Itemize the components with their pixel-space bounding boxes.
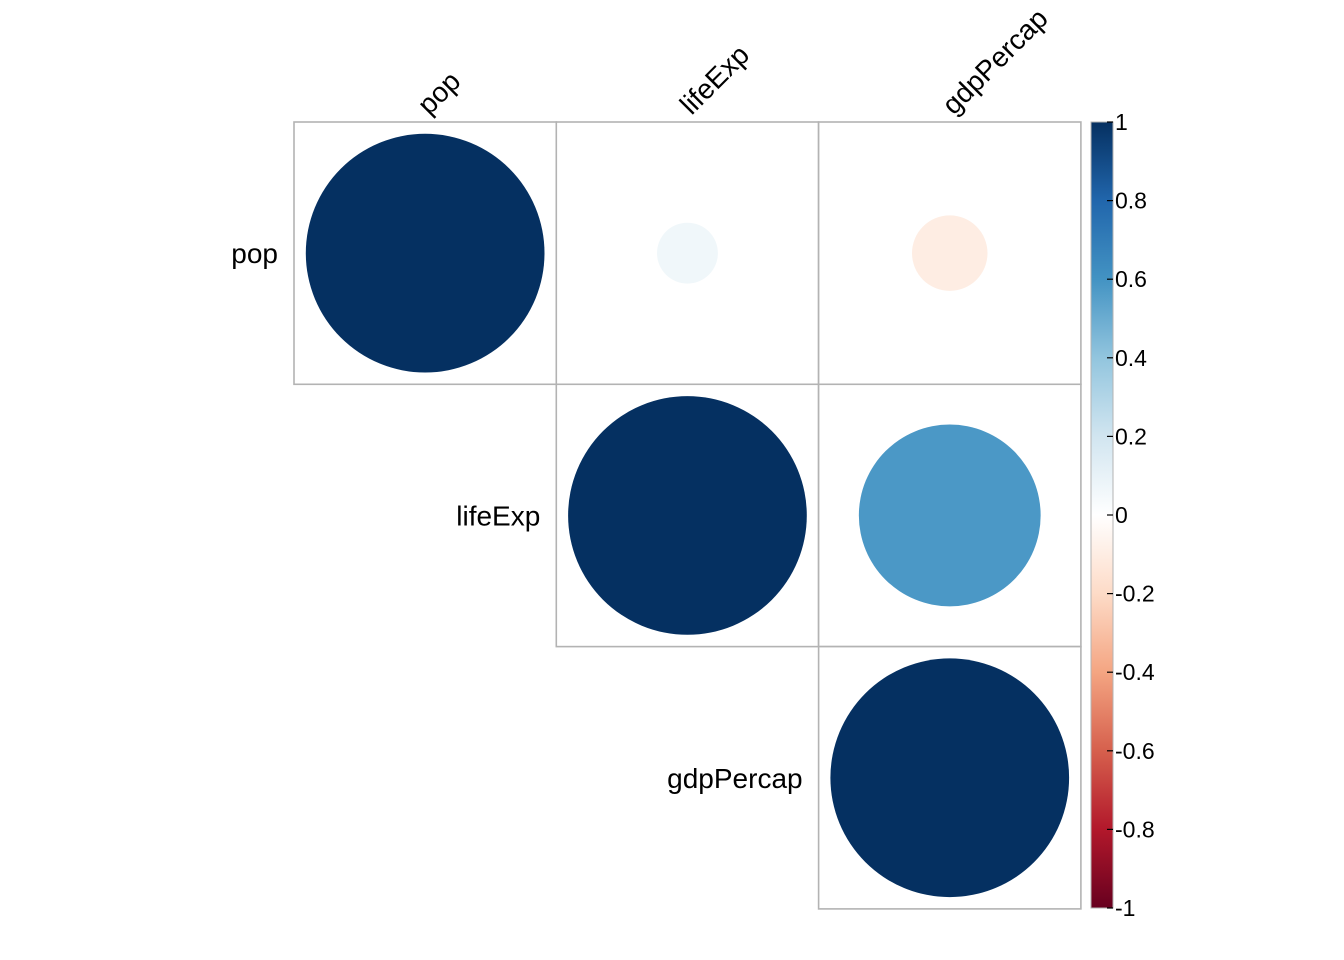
colorbar-tick-label: -1: [1115, 895, 1135, 921]
colorbar-tick-label: 0: [1115, 502, 1128, 528]
colorbar-tick-label: -0.4: [1115, 659, 1155, 685]
row-label-gdpPercap: gdpPercap: [667, 763, 802, 794]
circle-pop-pop: [305, 133, 545, 373]
row-labels: pop lifeExp gdpPercap: [231, 238, 802, 794]
circle-gdpPercap-gdpPercap: [830, 658, 1070, 898]
circle-pop-lifeExp: [657, 222, 718, 284]
colorbar-tick-label: 1: [1115, 109, 1128, 135]
row-label-pop: pop: [231, 238, 278, 269]
colorbar: 1 0.8 0.6 0.4 0.2 0 -0.2 -0.4 -0.6 -0.8 -1: [1090, 109, 1155, 921]
column-label-lifeExp: lifeExp: [674, 39, 755, 120]
colorbar-tick-label: -0.8: [1115, 816, 1155, 842]
column-labels: pop lifeExp gdpPercap: [411, 3, 1053, 121]
circle-lifeExp-lifeExp: [568, 396, 807, 635]
colorbar-tick-label: 0.6: [1115, 266, 1147, 292]
colorbar-tick-label: 0.4: [1115, 345, 1147, 371]
circle-lifeExp-gdpPercap: [858, 424, 1041, 607]
column-label-gdpPercap: gdpPercap: [936, 3, 1054, 121]
column-label-pop: pop: [411, 65, 466, 120]
circle-pop-gdpPercap: [912, 215, 988, 291]
colorbar-tick-label: 0.8: [1115, 188, 1147, 214]
correlation-circles: [305, 133, 1070, 898]
colorbar-tick-label: -0.6: [1115, 738, 1155, 764]
colorbar-tick-label: -0.2: [1115, 581, 1155, 607]
row-label-lifeExp: lifeExp: [456, 500, 540, 531]
colorbar-tick-label: 0.2: [1115, 423, 1147, 449]
